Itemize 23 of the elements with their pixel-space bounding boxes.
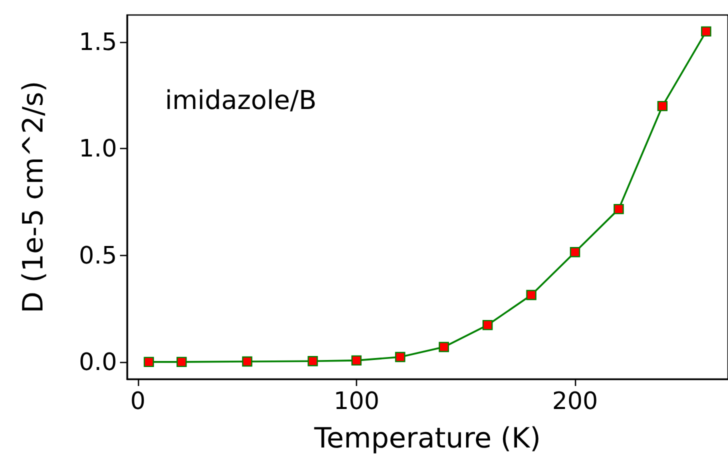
point [482, 320, 493, 330]
x-tick-label: 0 [130, 387, 146, 415]
y-tick-label: 1.5 [78, 28, 117, 56]
point [308, 356, 318, 366]
y-tick-label: 0.5 [78, 241, 117, 270]
point [657, 100, 668, 112]
x-axis-title: Temperature (K) [313, 422, 541, 454]
x-tick-label: 100 [334, 387, 380, 415]
point [395, 352, 406, 362]
point [351, 355, 362, 366]
point [242, 356, 252, 367]
annotation: imidazole/B [165, 86, 317, 116]
point [144, 356, 154, 368]
y-tick-label: 1.0 [78, 134, 117, 163]
point [176, 356, 187, 368]
point [526, 290, 536, 300]
point [701, 26, 712, 37]
point [570, 247, 580, 258]
y-axis-title: D (1e-5 cm^2/s) [16, 80, 50, 314]
point [614, 204, 624, 214]
y-tick-label: 0.0 [78, 348, 117, 376]
x-tick-label: 200 [552, 387, 598, 415]
point [438, 342, 449, 352]
